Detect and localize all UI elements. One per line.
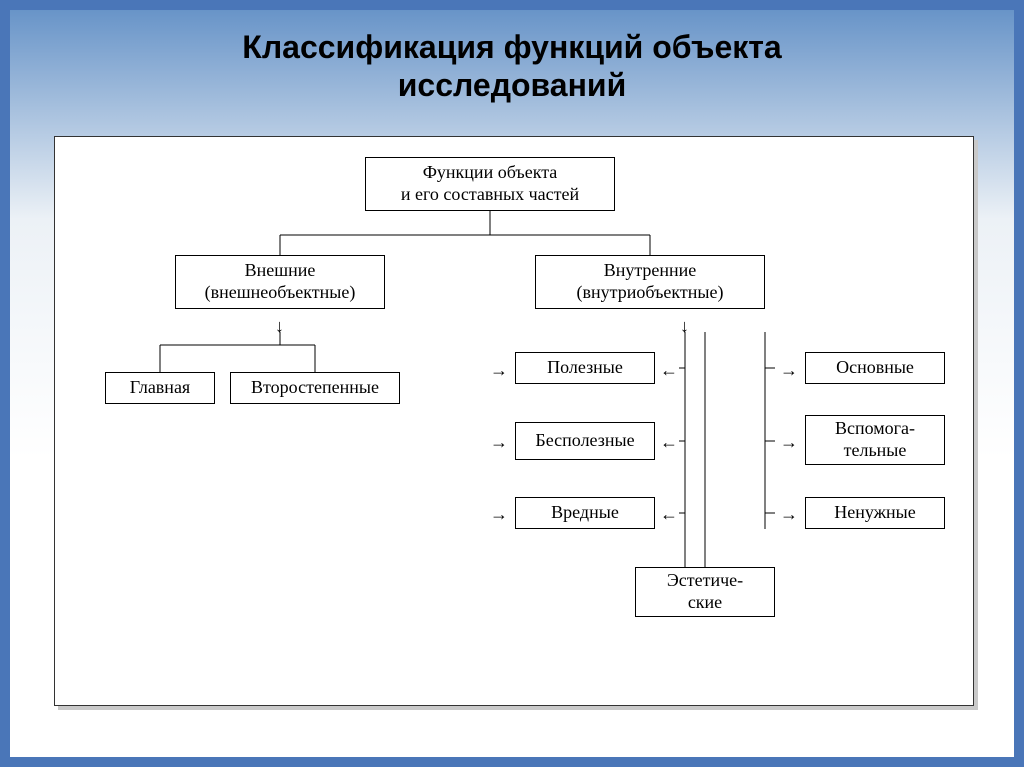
node-second-l1: Второстепенные	[251, 377, 379, 399]
arrow-down-internal: ↓	[680, 317, 689, 335]
node-external-l1: Внешние	[245, 260, 316, 282]
arrow-down-external: ↓	[275, 317, 284, 335]
arrow-r-primary: →	[780, 361, 798, 379]
node-unneeded-l1: Ненужные	[834, 502, 916, 524]
node-internal: Внутренние (внутриобъектные)	[535, 255, 765, 309]
node-aux-l2: тельные	[844, 440, 907, 462]
title-line-1: Классификация функций объекта	[242, 29, 781, 65]
arrow-l-harmful: ←	[660, 505, 678, 523]
node-root-l1: Функции объекта	[423, 162, 558, 184]
node-root: Функции объекта и его составных частей	[365, 157, 615, 211]
arrow-r-harmful: →	[490, 505, 508, 523]
node-harmful: Вредные	[515, 497, 655, 529]
node-unneeded: Ненужные	[805, 497, 945, 529]
slide-title: Классификация функций объекта исследован…	[10, 28, 1014, 105]
diagram-panel: Функции объекта и его составных частей В…	[54, 136, 974, 706]
node-internal-l1: Внутренние	[604, 260, 697, 282]
arrow-r-useful: →	[490, 361, 508, 379]
arrow-r-unneeded: →	[780, 505, 798, 523]
node-primary: Основные	[805, 352, 945, 384]
node-external: Внешние (внешнеобъектные)	[175, 255, 385, 309]
node-useless-l1: Бесполезные	[535, 430, 634, 452]
node-second: Второстепенные	[230, 372, 400, 404]
node-useful-l1: Полезные	[547, 357, 623, 379]
node-harmful-l1: Вредные	[551, 502, 619, 524]
slide-panel: Классификация функций объекта исследован…	[10, 10, 1014, 757]
node-main-l1: Главная	[130, 377, 190, 399]
arrow-r-aux: →	[780, 433, 798, 451]
node-aesthetic-l2: ские	[688, 592, 722, 614]
node-useful: Полезные	[515, 352, 655, 384]
outer-frame: Классификация функций объекта исследован…	[0, 0, 1024, 767]
node-main: Главная	[105, 372, 215, 404]
node-aux: Вспомога- тельные	[805, 415, 945, 465]
node-external-l2: (внешнеобъектные)	[205, 282, 356, 304]
node-primary-l1: Основные	[836, 357, 914, 379]
node-internal-l2: (внутриобъектные)	[577, 282, 724, 304]
node-root-l2: и его составных частей	[401, 184, 579, 206]
node-aux-l1: Вспомога-	[835, 418, 915, 440]
node-aesthetic-l1: Эстетиче-	[667, 570, 743, 592]
arrow-r-useless: →	[490, 433, 508, 451]
arrow-l-useful: ←	[660, 361, 678, 379]
node-aesthetic: Эстетиче- ские	[635, 567, 775, 617]
title-line-2: исследований	[398, 67, 627, 103]
arrow-l-useless: ←	[660, 433, 678, 451]
node-useless: Бесполезные	[515, 422, 655, 460]
